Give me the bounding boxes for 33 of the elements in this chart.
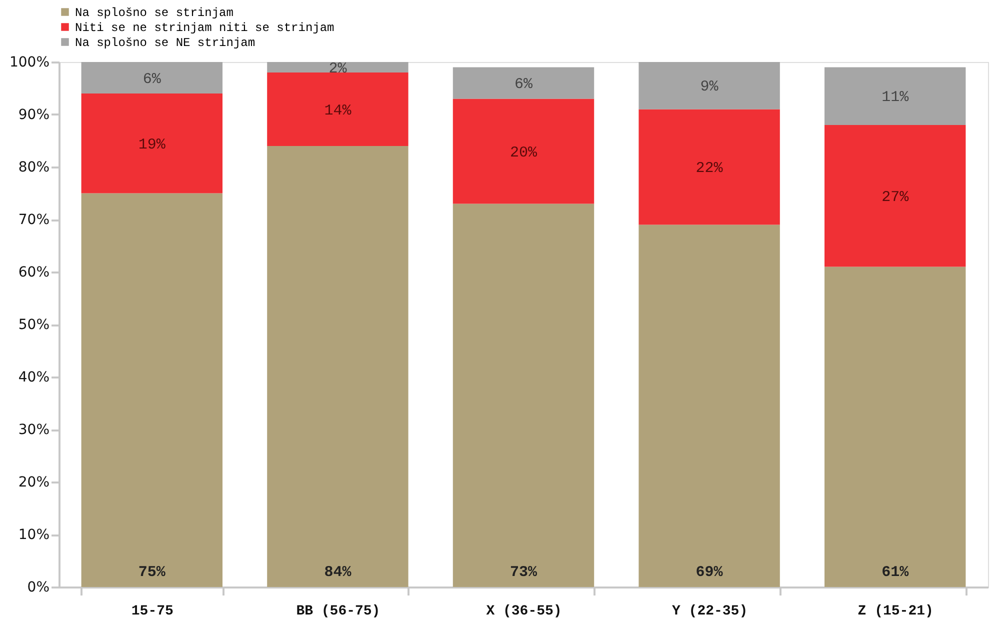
x-tick-label: 15-75 [131,604,174,620]
y-tick-label: 40% [18,370,50,386]
y-tick-label: 10% [18,527,50,543]
legend-label: Na splošno se NE strinjam [75,36,256,50]
data-label: 61% [882,564,910,581]
x-tick-label: Z (15-21) [858,604,934,620]
data-label: 27% [882,188,910,206]
y-tick-label: 0% [27,580,50,596]
y-tick-label: 100% [9,54,50,70]
data-label: 14% [324,102,352,120]
data-label: 19% [138,136,166,154]
data-label: 69% [696,564,724,581]
data-label: 20% [510,144,538,162]
y-tick-label: 60% [18,264,50,280]
y-tick-label: 30% [18,422,50,438]
y-tick-label: 50% [18,317,50,333]
data-label: 84% [324,564,352,581]
data-label: 22% [696,160,724,177]
data-label: 11% [882,89,910,106]
data-label: 6% [142,70,162,88]
y-tick-label: 70% [18,212,50,228]
x-tick-label: Y (22-35) [672,604,748,620]
y-tick-label: 90% [18,107,50,123]
y-tick-label: 80% [18,160,50,176]
data-label: 6% [514,76,534,93]
data-label: 9% [700,78,720,96]
legend-label: Niti se ne strinjam niti se strinjam [75,21,334,35]
x-tick-label: BB (56-75) [296,604,380,620]
data-label: 73% [510,564,538,581]
y-tick-label: 20% [18,474,50,490]
x-tick-label: X (36-55) [486,604,562,620]
data-label: 75% [138,564,166,581]
legend-label: Na splošno se strinjam [75,6,234,20]
